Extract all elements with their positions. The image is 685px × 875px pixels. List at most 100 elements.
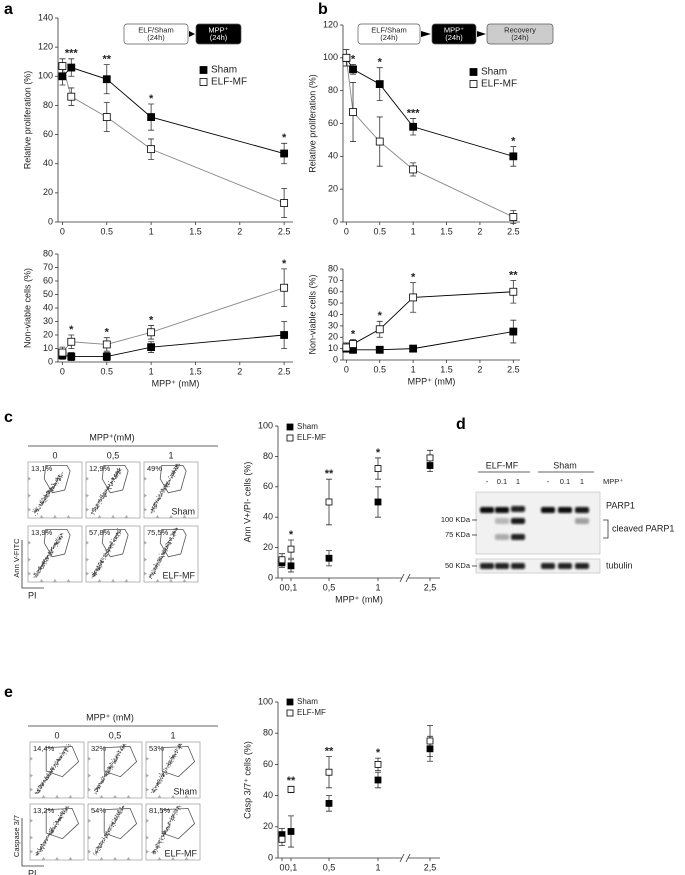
scheme-duration: (24h)	[445, 33, 463, 42]
flow-gate	[159, 528, 187, 558]
flow-gate	[101, 528, 129, 558]
flow-percentage: 13,2%	[33, 806, 55, 815]
flow-axes-icon	[21, 540, 44, 589]
legend-marker	[469, 80, 478, 88]
significance: *	[378, 57, 383, 69]
significance: *	[511, 135, 516, 147]
significance: *	[376, 747, 381, 759]
flow-gate	[103, 808, 138, 840]
flow-axis-marker	[182, 515, 187, 518]
marker	[67, 63, 76, 72]
legend-label: ELF-MF	[297, 708, 326, 717]
blot-lane-label: 1	[516, 477, 520, 486]
y-tick-label: 80	[263, 728, 273, 738]
flow-axis-marker	[97, 579, 102, 582]
flow-axis-marker	[184, 795, 189, 798]
blot-band	[511, 534, 525, 540]
marker	[349, 65, 357, 74]
y-tick-label: 40	[43, 302, 53, 312]
marker	[58, 348, 67, 357]
flow-row-label: Sham	[171, 506, 195, 516]
y-axis-label: Casp 3/7⁺ cells (%)	[242, 741, 252, 819]
flow-axis-marker	[68, 857, 73, 860]
flow-column-label: 0,5	[109, 730, 122, 740]
y-tick-label: 100	[323, 52, 338, 62]
flow-axis-marker	[28, 476, 31, 481]
flow-gate	[161, 746, 196, 778]
flow-axis-marker	[86, 557, 89, 562]
flow-plot-frame	[85, 461, 141, 519]
axis-break	[399, 573, 411, 583]
flow-percentage: 81,5%	[149, 806, 171, 815]
marker	[349, 108, 357, 116]
flow-title: MPP⁺ (mM)	[86, 712, 134, 722]
significance: *	[376, 447, 381, 459]
legend-label: Sham	[211, 65, 237, 76]
flow-percentage: 12,9%	[89, 464, 111, 473]
marker	[278, 556, 286, 564]
blot-band-label: tubulin	[606, 560, 633, 570]
x-tick-label: 2	[477, 226, 482, 236]
blot-band	[541, 563, 555, 569]
marker	[58, 62, 67, 70]
flow-column-label: 1	[170, 730, 175, 740]
flow-axis-marker	[30, 756, 33, 761]
marker	[67, 352, 76, 361]
y-axis-label: Relative proliferation (%)	[22, 71, 32, 170]
x-tick-label: 1	[149, 366, 154, 376]
flow-axis-marker	[126, 857, 131, 860]
legend-label: ELF-MF	[211, 77, 247, 88]
marker	[374, 498, 382, 506]
panel-letter: a	[4, 1, 13, 18]
y-tick-label: 60	[263, 759, 273, 769]
x-tick-label: 1	[375, 862, 380, 872]
y-tick-label: 0	[48, 216, 53, 226]
flow-gate	[101, 464, 129, 494]
y-tick-label: 100	[258, 696, 273, 706]
flow-percentage: 13,1%	[31, 464, 53, 473]
flow-axis-marker	[86, 476, 89, 481]
scheme-duration: (24h)	[210, 33, 228, 42]
legend-marker	[469, 68, 478, 76]
flow-axis-marker	[155, 579, 160, 582]
marker	[147, 145, 156, 154]
y-tick-label: 60	[43, 275, 53, 285]
marker	[280, 331, 289, 339]
blot-band	[495, 534, 509, 540]
blot-band	[575, 518, 589, 524]
scheme-label: ELF/Sham	[138, 25, 173, 34]
scheme-box	[357, 23, 421, 45]
y-tick-label: 10	[43, 343, 53, 353]
marker	[287, 545, 295, 553]
flow-dots	[34, 744, 71, 794]
flow-axis-marker	[68, 795, 73, 798]
y-axis-label: Non-viable cells (%)	[307, 274, 317, 354]
flow-row-label: ELF-MF	[165, 848, 198, 858]
flow-axis-marker	[41, 857, 46, 860]
flow-column-label: 1	[168, 450, 173, 460]
flow-gate	[43, 464, 71, 494]
x-tick-label: 1.5	[440, 226, 453, 236]
significance: *	[351, 53, 356, 65]
flow-percentage: 75,5%	[147, 528, 169, 537]
flow-axis-marker	[88, 787, 91, 792]
scheme-label: MPP⁺	[208, 25, 228, 34]
x-tick-label: 1	[375, 582, 380, 592]
flow-axis-marker	[169, 579, 173, 582]
y-tick-label: 30	[43, 316, 53, 326]
blot-band	[511, 563, 525, 569]
flow-axis-marker	[144, 571, 147, 576]
flow-axis-marker	[182, 579, 187, 582]
x-tick-label: 1.5	[189, 366, 202, 376]
y-tick-label: 0	[268, 852, 273, 862]
y-tick-label: 30	[328, 320, 338, 330]
flow-axes-icon	[21, 818, 44, 867]
y-tick-label: 80	[43, 100, 53, 110]
significance: *	[289, 529, 294, 541]
blot-band	[480, 507, 494, 513]
marker	[374, 465, 382, 472]
flow-row-label: ELF-MF	[163, 570, 196, 580]
x-axis-label: MPP⁺ (mM)	[152, 378, 200, 388]
x-tick-label: 0,1	[285, 582, 298, 592]
flow-axis-marker	[88, 849, 91, 854]
